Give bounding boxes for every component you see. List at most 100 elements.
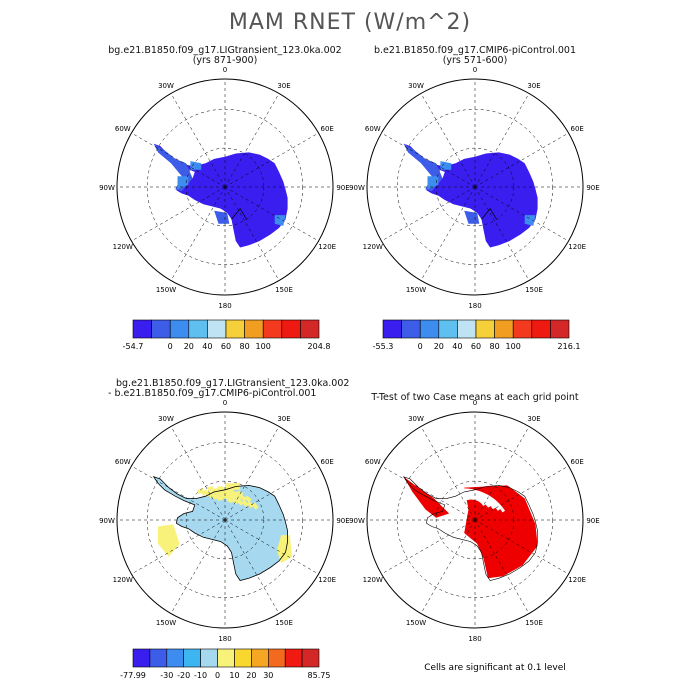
positive-anomaly-patch	[276, 535, 292, 564]
longitude-label: 180	[218, 302, 231, 310]
meridian-line	[474, 426, 530, 521]
colorbar-label: 100	[256, 342, 271, 351]
panel-title-lig-years: (yrs 871-900)	[192, 55, 258, 66]
map-pic-field	[403, 143, 538, 248]
longitude-label: 60E	[321, 458, 334, 466]
significant-cells	[464, 485, 538, 579]
longitude-label: 90E	[586, 184, 599, 192]
coastal-cell	[524, 215, 536, 226]
longitude-label: 180	[468, 635, 481, 643]
colorbar-label: 80	[490, 342, 500, 351]
meridian-line	[170, 426, 226, 521]
longitude-label: 60E	[571, 125, 584, 133]
colorbar-swatch	[457, 319, 477, 339]
panel-title-diff-line2: - b.e21.B1850.f09_g17.CMIP6-piControl.00…	[108, 388, 317, 399]
meridian-line	[474, 186, 569, 242]
longitude-label: 150E	[275, 619, 293, 627]
latitude-circle	[396, 108, 554, 266]
longitude-label: 150E	[275, 286, 293, 294]
colorbar-swatch	[151, 319, 171, 339]
colorbar-label: -77.99	[120, 671, 146, 680]
panel-title-lig: bg.e21.B1850.f09_g17.LIGtransient_123.0k…	[100, 46, 350, 66]
coastline	[152, 476, 289, 581]
colorbar-label: 30	[263, 671, 273, 680]
map-pic: 0 30E 60E 90E 120E 150E 180 150W 120W 90W 60W 30W	[349, 66, 600, 310]
ice-sheet-field	[403, 143, 538, 248]
colorbar-swatch	[281, 319, 301, 339]
longitude-label: 30W	[158, 82, 174, 90]
colorbar-label: 85.75	[308, 671, 331, 680]
colorbar-swatch	[183, 648, 201, 668]
longitude-label: 120E	[318, 576, 336, 584]
panel-title-ttest-name: T-Test of two Case means at each grid po…	[371, 392, 579, 403]
longitude-label: 150E	[525, 619, 543, 627]
longitude-label: 60E	[321, 125, 334, 133]
longitude-label: 30W	[408, 82, 424, 90]
colorbar-label: 216.1	[558, 342, 581, 351]
longitude-label: 30E	[527, 415, 540, 423]
meridian-line	[474, 132, 569, 188]
meridian-line	[420, 426, 476, 521]
significance-footnote: Cells are significant at 0.1 level	[424, 663, 566, 673]
longitude-label: 30W	[408, 415, 424, 423]
colorbar-diff: -77.99 -30 -20 -10 0 10 20 30 85.75	[120, 648, 331, 680]
non-significant-arc	[456, 492, 496, 510]
colorbar-label: 204.8	[308, 342, 331, 351]
colorbar-swatch	[207, 319, 227, 339]
map-boundary	[116, 78, 334, 296]
meridian-line	[131, 519, 226, 575]
longitude-label: 150W	[156, 286, 176, 294]
colorbar-swatch	[234, 648, 252, 668]
longitude-label: 60W	[115, 125, 131, 133]
longitude-label: 90E	[586, 517, 599, 525]
colorbar-swatch	[300, 319, 320, 339]
meridian-line	[131, 465, 226, 521]
coastal-cell	[274, 215, 286, 226]
coastal-cell	[214, 210, 230, 224]
longitude-label: 30E	[277, 415, 290, 423]
map-boundary	[366, 411, 584, 629]
pole-anomaly-arc	[208, 492, 247, 509]
meridian-line	[224, 186, 280, 281]
colorbar-swatch	[512, 319, 533, 339]
panel-title-pic-name: b.e21.B1850.f09_g17.CMIP6-piControl.001	[373, 45, 577, 56]
longitude-label: 180	[218, 635, 231, 643]
map-ttest-field	[402, 476, 538, 581]
meridian-line	[170, 519, 226, 614]
map-boundary	[366, 78, 584, 296]
coastal-cell	[190, 161, 202, 170]
colorbar-label: 40	[452, 342, 462, 351]
meridian-line	[131, 132, 226, 188]
meridian-line	[224, 186, 319, 242]
meridian-line	[224, 426, 280, 521]
colorbar-label: 60	[471, 342, 481, 351]
coastal-cell	[427, 176, 439, 190]
colorbar-swatch	[169, 319, 190, 339]
non-significant-arc	[465, 496, 486, 507]
map-diff-field	[152, 476, 292, 581]
coastal-cell	[440, 161, 452, 170]
meridian-line	[420, 519, 476, 614]
colorbar-label: 100	[506, 342, 521, 351]
positive-anomaly-patch	[158, 524, 180, 557]
meridian-line	[170, 93, 226, 188]
longitude-label: 90E	[336, 517, 349, 525]
longitude-label: 120W	[113, 576, 133, 584]
colorbar-swatch	[475, 319, 495, 339]
colorbar-label: 20	[434, 342, 444, 351]
meridian-line	[474, 465, 569, 521]
difference-field	[153, 476, 288, 581]
colorbar-swatch	[531, 319, 551, 339]
coastal-cell	[177, 176, 189, 190]
colorbar-swatch	[267, 648, 286, 668]
pole-anomaly-arc	[216, 496, 237, 506]
map-lig-field	[153, 143, 288, 248]
colorbar-label: -54.7	[123, 342, 144, 351]
longitude-label: 120W	[363, 576, 383, 584]
colorbar-swatch	[401, 319, 421, 339]
colorbar-label: 20	[184, 342, 194, 351]
map-ttest: 0 30E 60E 90E 120E 150E 180 150W 120W 90W 60W 30W	[349, 399, 600, 643]
panel-title-diff: bg.e21.B1850.f09_g17.LIGtransient_123.0k…	[100, 379, 366, 399]
colorbar-swatch	[284, 648, 303, 668]
colorbar-swatch	[200, 648, 218, 668]
